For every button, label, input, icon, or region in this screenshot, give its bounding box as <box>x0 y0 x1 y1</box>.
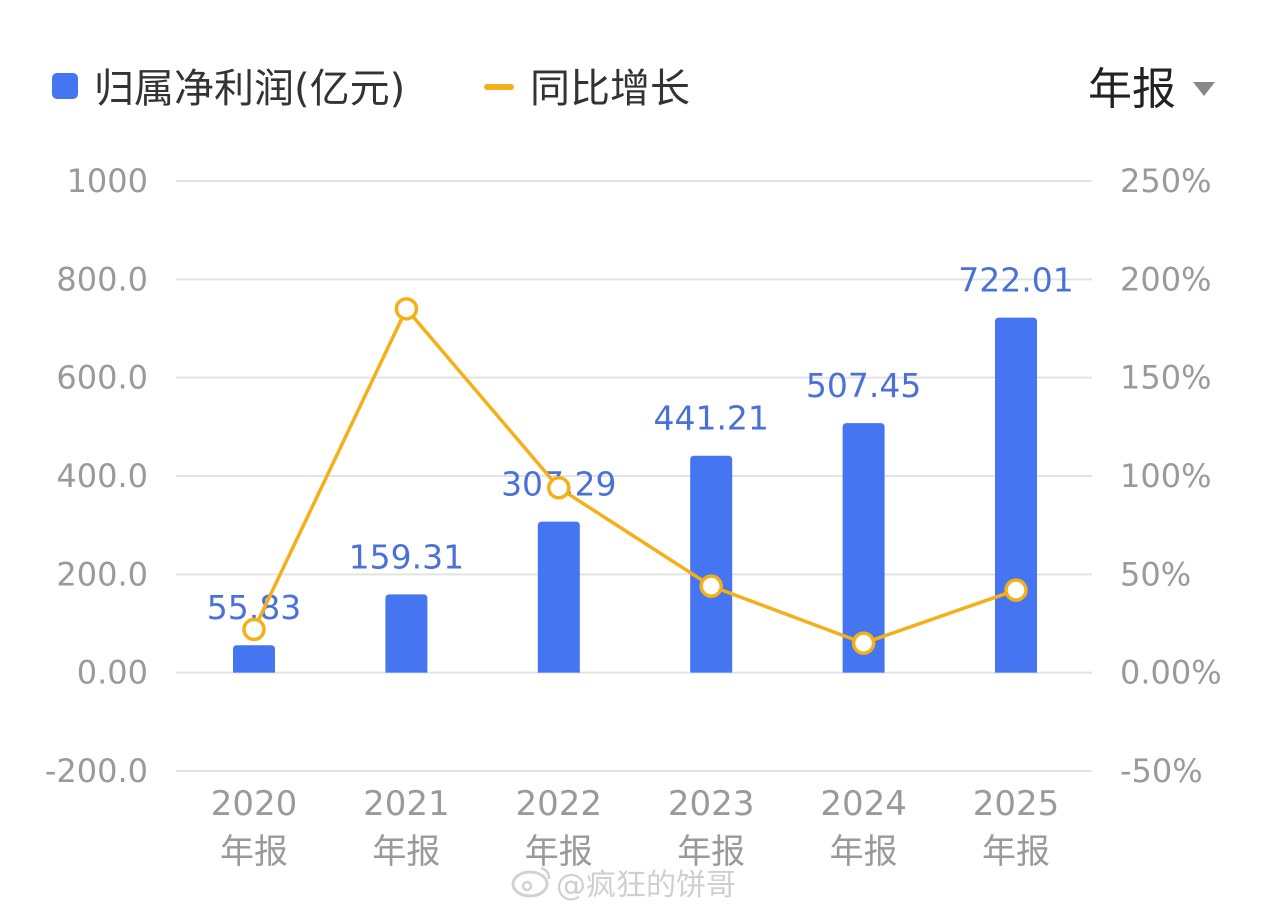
legend-bar-swatch <box>52 73 78 99</box>
weibo-logo-icon <box>511 866 551 898</box>
growth-point <box>394 297 419 321</box>
y-left-tick-label: 1000 <box>67 162 148 200</box>
bar-series <box>233 317 1037 673</box>
bar <box>842 423 885 673</box>
bar <box>690 455 733 673</box>
y-right-tick-label: 150% <box>1120 359 1211 397</box>
y-right-tick-label: 100% <box>1120 457 1211 495</box>
y-right-tick-label: 50% <box>1120 555 1191 593</box>
y-axis-right: 250% 200% 150% 100% 50% 0.00% -50% <box>1120 162 1222 790</box>
y-left-tick-label: 800.0 <box>56 260 148 298</box>
y-right-tick-label: 250% <box>1120 162 1211 200</box>
y-right-tick-label: -50% <box>1120 752 1203 790</box>
bar <box>233 645 275 673</box>
watermark-text: @疯狂的饼哥 <box>556 868 736 903</box>
legend-line-label: 同比增长 <box>530 66 690 112</box>
period-selector[interactable]: 年报 <box>1088 64 1215 115</box>
y-left-tick-label: 400.0 <box>56 457 148 495</box>
bar <box>537 521 580 673</box>
x-tick-label: 2022 年报 <box>516 784 603 872</box>
y-axis-left: 1000 800.0 600.0 400.0 200.0 0.00 -200.0 <box>45 162 148 790</box>
x-axis: 2020 年报 2021 年报 2022 年报 2023 年报 2024 年报 2025 年报 <box>211 784 1060 872</box>
x-tick-label: 2021 年报 <box>363 784 450 872</box>
bar <box>385 594 428 673</box>
period-selector-label: 年报 <box>1088 64 1176 115</box>
growth-point <box>851 631 876 655</box>
bar-data-label: 159.31 <box>349 537 464 576</box>
x-tick-label: 2024 年报 <box>820 784 907 872</box>
growth-line <box>252 307 1017 645</box>
bar-data-label: 507.45 <box>806 366 921 405</box>
y-left-tick-label: 600.0 <box>56 359 148 397</box>
grid <box>176 180 1092 772</box>
legend-bar-label: 归属净利润(亿元) <box>94 66 405 112</box>
bar-data-label: 722.01 <box>958 261 1073 300</box>
y-right-tick-label: 200% <box>1120 260 1211 298</box>
x-tick-label: 2025 年报 <box>973 784 1060 872</box>
watermark: @疯狂的饼哥 <box>511 866 736 903</box>
legend-line-swatch <box>484 84 514 90</box>
bar-data-label: 441.21 <box>653 399 768 438</box>
bar <box>995 317 1037 673</box>
caret-down-icon <box>1193 82 1215 96</box>
legend[interactable]: 归属净利润(亿元) 同比增长 <box>52 66 690 112</box>
growth-line-series <box>242 297 1028 655</box>
y-left-tick-label: 0.00 <box>77 654 148 692</box>
x-tick-label: 2023 年报 <box>668 784 755 872</box>
growth-point <box>242 617 266 642</box>
growth-point <box>547 476 571 500</box>
y-right-tick-label: 0.00% <box>1120 654 1222 692</box>
x-tick-label: 2020 年报 <box>211 784 298 872</box>
growth-point <box>699 574 723 598</box>
y-left-tick-label: -200.0 <box>45 752 148 790</box>
y-left-tick-label: 200.0 <box>56 555 148 593</box>
growth-point <box>1004 578 1028 602</box>
